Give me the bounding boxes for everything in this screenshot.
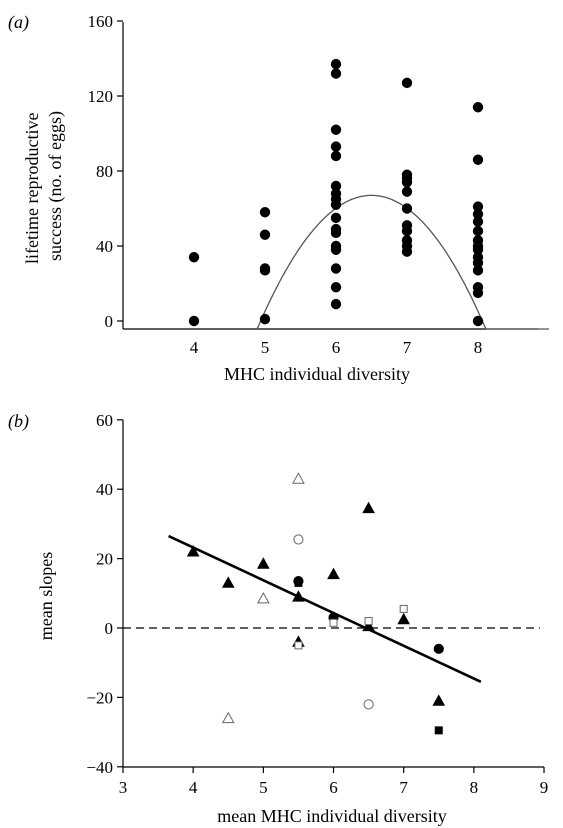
panel-b-label: (b) [8, 411, 29, 432]
panel-b-point-open-square [329, 618, 338, 627]
panel-b-y-ticks: −40 −20 0 20 40 60 [86, 411, 123, 777]
panel-a-y-tick-label: 40 [96, 237, 113, 256]
panel-a-y-label-line-1: lifetime reproductive [22, 113, 42, 264]
panel-a: (a) 0 40 80 120 160 4 5 6 7 8 lifetime reproduct… [8, 12, 549, 384]
panel-a-point [330, 263, 342, 274]
panel-a-point [259, 313, 271, 325]
panel-a-x-tick-label: 6 [332, 338, 341, 357]
panel-a-point [330, 68, 342, 79]
panel-b-point-open-circle [293, 534, 304, 545]
panel-a-x-tick-label: 5 [261, 338, 270, 357]
panel-a-point [330, 298, 342, 310]
panel-a-point [330, 227, 342, 239]
panel-b-y-tick-label: 40 [96, 480, 113, 499]
panel-a-point [330, 244, 342, 255]
panel-b-y-tick-label: −40 [86, 758, 113, 777]
panel-a-point [330, 58, 342, 70]
panel-b-x-ticks: 3 4 5 6 7 8 9 [119, 767, 549, 797]
panel-a-x-tick-label: 8 [474, 338, 483, 357]
panel-b-x-tick-label: 8 [470, 778, 479, 797]
panel-a-x-tick-label: 4 [190, 338, 199, 357]
panel-a-point [330, 124, 342, 135]
panel-a-point [401, 203, 413, 214]
panel-a-point [472, 208, 484, 220]
panel-b-point-open-square [364, 617, 373, 626]
panel-a-point [259, 229, 271, 240]
panel-b-points [186, 472, 446, 735]
panel-a-point [259, 265, 271, 276]
panel-b-y-tick-label: 60 [96, 411, 113, 430]
panel-a-point [472, 287, 484, 299]
panel-b-y-label: mean slopes [36, 552, 56, 640]
panel-b-x-tick-label: 3 [119, 778, 128, 797]
panel-a-point [401, 246, 413, 257]
panel-b-x-tick-label: 4 [189, 778, 198, 797]
panel-b-point-filled-square [294, 578, 303, 587]
panel-b-point-open-triangle [221, 711, 235, 724]
panel-a-y-ticks: 0 40 80 120 160 [88, 12, 123, 331]
panel-b-point-open-circle [363, 699, 374, 710]
panel-a-x-tick-label: 7 [403, 338, 412, 357]
panel-b-point-filled-triangle [256, 557, 270, 569]
panel-a-point [330, 180, 342, 192]
panel-b-point-filled-square [434, 726, 443, 735]
panel-b-point-open-triangle [256, 591, 270, 604]
panel-a-y-tick-label: 160 [88, 12, 114, 31]
panel-a-point [188, 252, 200, 263]
panel-b-point-open-square [399, 604, 408, 613]
panel-b-x-label: mean MHC individual diversity [217, 806, 446, 826]
panel-a-point [330, 199, 342, 210]
panel-b-y-tick-label: −20 [86, 688, 113, 707]
panel-b-x-tick-label: 7 [399, 778, 408, 797]
panel-b-point-filled-triangle [186, 545, 200, 557]
panel-b-point-filled-triangle [221, 576, 235, 588]
panel-a-y-tick-label: 0 [105, 312, 114, 331]
panel-b-point-filled-triangle [362, 619, 375, 632]
panel-a-point [472, 315, 484, 327]
panel-b-regression-line [168, 534, 482, 683]
panel-a-point [330, 150, 342, 162]
panel-a-y-tick-label: 120 [88, 87, 114, 106]
panel-b-x-tick-label: 6 [329, 778, 338, 797]
panel-a-y-label-line-2: success (no. of eggs) [45, 111, 66, 261]
panel-b-point-open-triangle [292, 472, 305, 484]
panel-a-point [472, 154, 484, 165]
panel-a-point [330, 141, 342, 152]
panel-b-y-tick-label: 0 [105, 619, 114, 638]
panel-a-point [401, 186, 413, 197]
panel-a-point [472, 244, 484, 255]
panel-a-point [472, 257, 484, 269]
panel-a-point [401, 225, 413, 237]
panel-b-point-open-square [294, 641, 303, 650]
panel-b-point-filled-circle [433, 643, 444, 654]
panel-a-point [472, 225, 484, 237]
panel-a-point [472, 216, 484, 227]
panel-b-point-filled-triangle [292, 590, 305, 602]
panel-a-point [401, 177, 413, 188]
panel-a-fit-curve [256, 194, 549, 330]
panel-a-y-label: lifetime reproductive success (no. of eg… [22, 108, 66, 264]
panel-a-x-ticks: 4 5 6 7 8 [190, 338, 483, 357]
panel-a-y-tick-label: 80 [96, 162, 113, 181]
panel-a-point [472, 265, 484, 276]
panel-a-point [472, 201, 484, 212]
panel-b-point-filled-triangle [432, 694, 446, 706]
panel-b-point-filled-triangle [397, 612, 411, 625]
panel-a-point [188, 315, 200, 327]
panel-a-label: (a) [8, 12, 29, 33]
panel-b-y-tick-label: 20 [96, 550, 113, 569]
panel-a-point [401, 77, 413, 89]
panel-a-point [330, 282, 342, 293]
panel-b: (b) −40 −20 0 20 40 60 3 4 5 6 7 8 9 mean slopes me… [8, 411, 548, 826]
panel-a-x-label: MHC individual diversity [224, 364, 410, 384]
panel-a-point [259, 207, 271, 218]
panel-b-x-tick-label: 9 [540, 778, 549, 797]
panel-a-point [330, 212, 342, 224]
panel-b-point-filled-triangle [362, 501, 375, 514]
panel-b-x-tick-label: 5 [259, 778, 268, 797]
panel-b-point-filled-triangle [327, 567, 340, 580]
panel-a-point [472, 102, 484, 113]
panel-a-points [188, 58, 484, 327]
